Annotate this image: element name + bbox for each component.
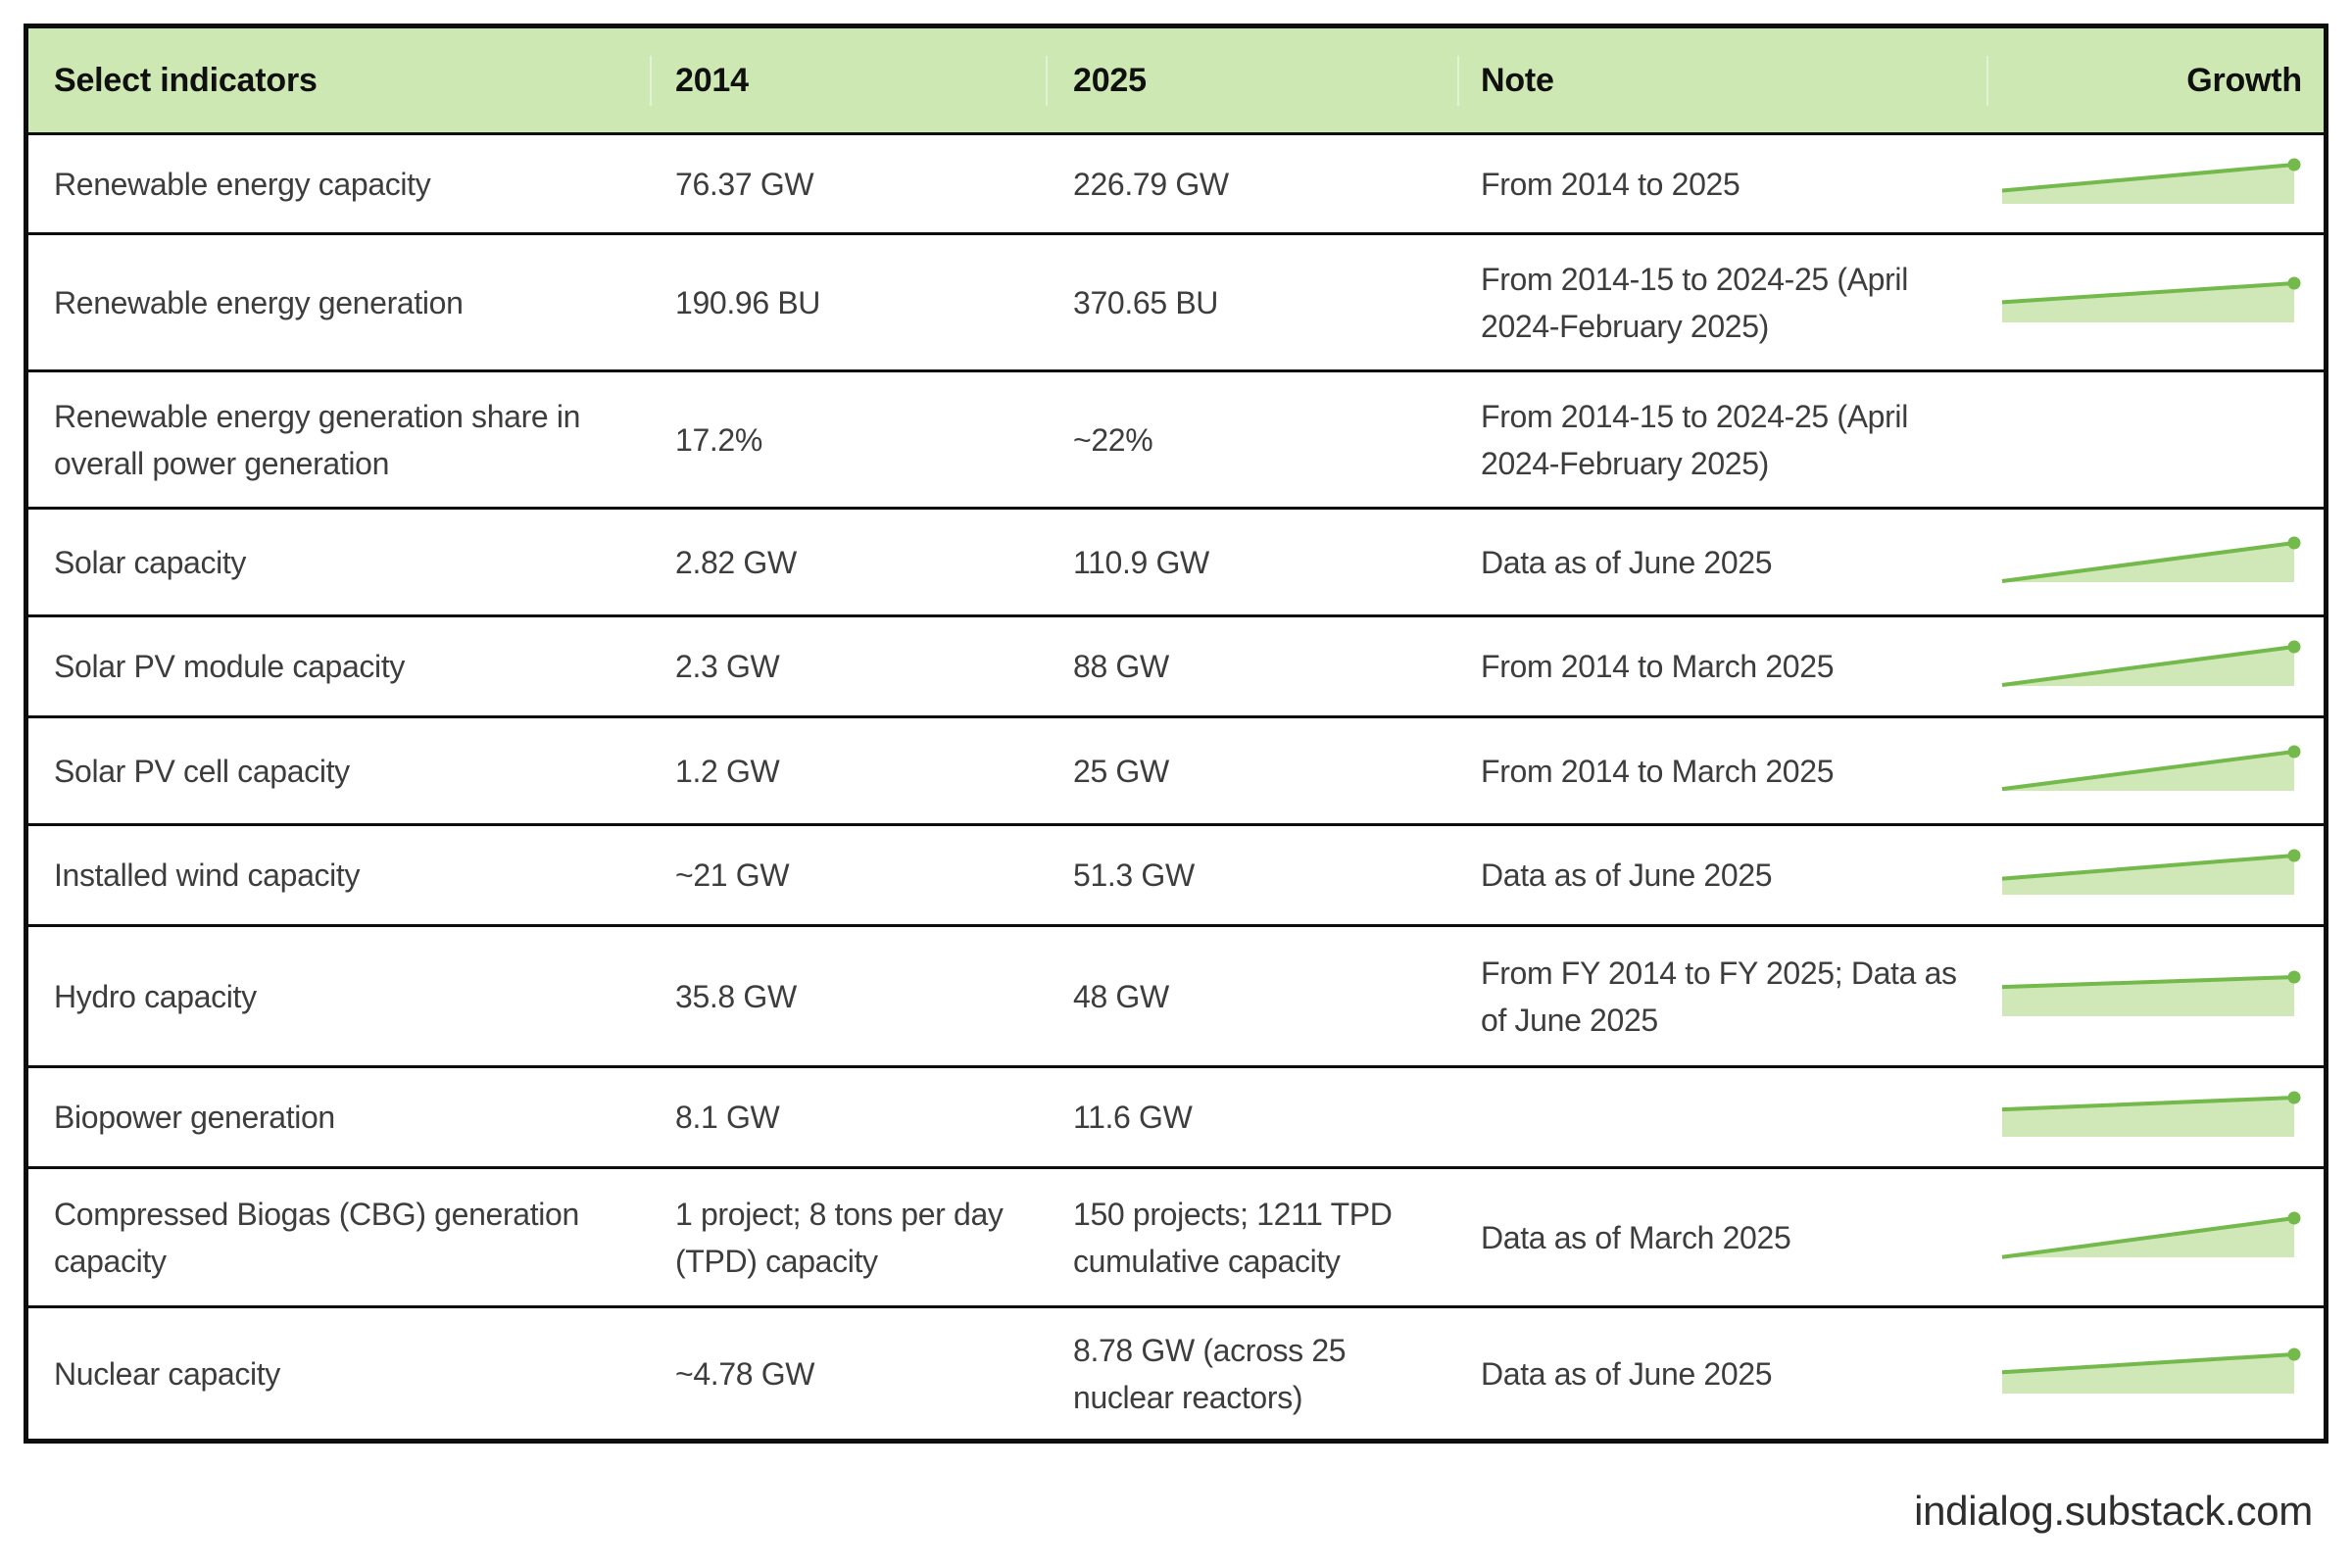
sparkline-endpoint-dot <box>2287 849 2301 862</box>
growth-sparkline <box>2001 849 2301 895</box>
growth-sparkline <box>2001 536 2301 583</box>
source-text: indialog.substack.com <box>1914 1488 2313 1534</box>
growth-sparkline <box>2001 1211 2301 1259</box>
value-2014-cell: 2.82 GW <box>675 544 797 580</box>
note-cell: Data as of June 2025 <box>1481 544 1773 580</box>
column-header-growth: Growth <box>1986 56 2324 106</box>
note-cell: From FY 2014 to FY 2025; Data as of June… <box>1481 955 1957 1038</box>
table-row: Installed wind capacity ~21 GW 51.3 GW Data… <box>28 823 2324 924</box>
note-cell: From 2014 to March 2025 <box>1481 753 1835 789</box>
table-row: Renewable energy capacity 76.37 GW 226.79 … <box>28 132 2324 232</box>
sparkline-endpoint-dot <box>2287 1348 2301 1360</box>
value-2014-cell: 17.2% <box>675 421 762 458</box>
growth-cell <box>1986 1210 2324 1265</box>
value-2025-cell: 8.78 GW (across 25 nuclear reactors) <box>1073 1332 1347 1415</box>
note-cell: Data as of June 2025 <box>1481 1355 1773 1392</box>
indicator-cell: Nuclear capacity <box>54 1355 280 1392</box>
indicator-cell: Solar capacity <box>54 544 247 580</box>
header-row: Select indicators 2014 2025 Note Growth <box>28 28 2324 132</box>
value-2014-cell: ~21 GW <box>675 858 790 893</box>
sparkline-endpoint-dot <box>2287 276 2301 289</box>
value-2014-cell: 2.3 GW <box>675 649 780 684</box>
sparkline-endpoint-dot <box>2287 158 2301 171</box>
value-2025-cell: ~22% <box>1073 421 1153 458</box>
value-2014-cell: ~4.78 GW <box>675 1355 815 1392</box>
value-2025-cell: 110.9 GW <box>1073 544 1209 580</box>
table-row: Renewable energy generation 190.96 BU 370.… <box>28 232 2324 369</box>
value-2025-cell: 370.65 BU <box>1073 284 1219 320</box>
table-row: Biopower generation 8.1 GW 11.6 GW <box>28 1065 2324 1166</box>
value-2025-cell: 11.6 GW <box>1073 1100 1193 1135</box>
sparkline-endpoint-dot <box>2287 1211 2301 1224</box>
column-header-note: Note <box>1457 56 1986 106</box>
note-cell: Data as of June 2025 <box>1481 858 1773 893</box>
growth-cell <box>1986 969 2324 1024</box>
growth-sparkline <box>2001 640 2301 687</box>
column-header-2014: 2014 <box>650 56 1046 106</box>
note-cell: From 2014 to March 2025 <box>1481 649 1835 684</box>
table-row: Renewable energy generation share in ove… <box>28 369 2324 507</box>
growth-sparkline <box>2001 1348 2301 1394</box>
indicator-cell: Solar PV cell capacity <box>54 753 350 789</box>
value-2025-cell: 25 GW <box>1073 753 1169 789</box>
sparkline-endpoint-dot <box>2287 640 2301 654</box>
table-row: Solar PV cell capacity 1.2 GW 25 GW From 20… <box>28 715 2324 823</box>
note-cell: Data as of March 2025 <box>1481 1219 1791 1255</box>
indicator-cell: Renewable energy capacity <box>54 166 431 202</box>
value-2025-cell: 48 GW <box>1073 978 1169 1014</box>
sparkline-endpoint-dot <box>2287 745 2301 758</box>
note-cell: From 2014-15 to 2024-25 (April 2024-Febr… <box>1481 261 1908 344</box>
value-2014-cell: 76.37 GW <box>675 166 814 202</box>
growth-cell <box>1986 1090 2324 1145</box>
growth-sparkline <box>2001 158 2301 204</box>
indicator-cell: Biopower generation <box>54 1100 335 1135</box>
table-row: Solar capacity 2.82 GW 110.9 GW Data as of … <box>28 507 2324 614</box>
value-2025-cell: 88 GW <box>1073 649 1169 684</box>
growth-cell <box>1986 848 2324 903</box>
growth-sparkline <box>2001 970 2301 1016</box>
indicators-table: Select indicators 2014 2025 Note Growth Rene… <box>24 24 2328 1444</box>
indicator-cell: Hydro capacity <box>54 978 257 1014</box>
table-row: Nuclear capacity ~4.78 GW 8.78 GW (across … <box>28 1305 2324 1439</box>
value-2025-cell: 51.3 GW <box>1073 858 1195 893</box>
note-cell: From 2014-15 to 2024-25 (April 2024-Febr… <box>1481 398 1908 481</box>
value-2025-cell: 226.79 GW <box>1073 166 1229 202</box>
indicator-cell: Renewable energy generation <box>54 284 464 320</box>
value-2014-cell: 1 project; 8 tons per day (TPD) capacity <box>675 1196 1004 1279</box>
growth-cell <box>1986 535 2324 590</box>
sparkline-endpoint-dot <box>2287 970 2301 983</box>
growth-cell <box>1986 157 2324 212</box>
indicator-cell: Compressed Biogas (CBG) generation capac… <box>54 1196 579 1279</box>
indicator-cell: Installed wind capacity <box>54 858 361 893</box>
table-body: Renewable energy capacity 76.37 GW 226.79 … <box>28 132 2324 1439</box>
growth-cell <box>1986 639 2324 694</box>
growth-sparkline <box>2001 1091 2301 1137</box>
growth-cell <box>1986 275 2324 330</box>
indicator-cell: Renewable energy generation share in ove… <box>54 398 581 481</box>
growth-sparkline <box>2001 745 2301 791</box>
table-row: Solar PV module capacity 2.3 GW 88 GW From … <box>28 614 2324 715</box>
value-2014-cell: 35.8 GW <box>675 978 797 1014</box>
table-row: Compressed Biogas (CBG) generation capac… <box>28 1166 2324 1305</box>
growth-sparkline <box>2001 276 2301 322</box>
note-cell: From 2014 to 2025 <box>1481 166 1740 202</box>
column-header-select-indicators: Select indicators <box>54 61 318 99</box>
value-2014-cell: 8.1 GW <box>675 1100 780 1135</box>
sparkline-endpoint-dot <box>2287 1091 2301 1104</box>
value-2014-cell: 1.2 GW <box>675 753 780 789</box>
sparkline-endpoint-dot <box>2287 536 2301 549</box>
value-2014-cell: 190.96 BU <box>675 284 821 320</box>
growth-cell <box>1986 1347 2324 1401</box>
column-header-2025: 2025 <box>1046 56 1457 106</box>
indicator-cell: Solar PV module capacity <box>54 649 406 684</box>
value-2025-cell: 150 projects; 1211 TPD cumulative capaci… <box>1073 1196 1393 1279</box>
table-row: Hydro capacity 35.8 GW 48 GW From FY 2014 t… <box>28 924 2324 1065</box>
growth-cell <box>1986 744 2324 799</box>
